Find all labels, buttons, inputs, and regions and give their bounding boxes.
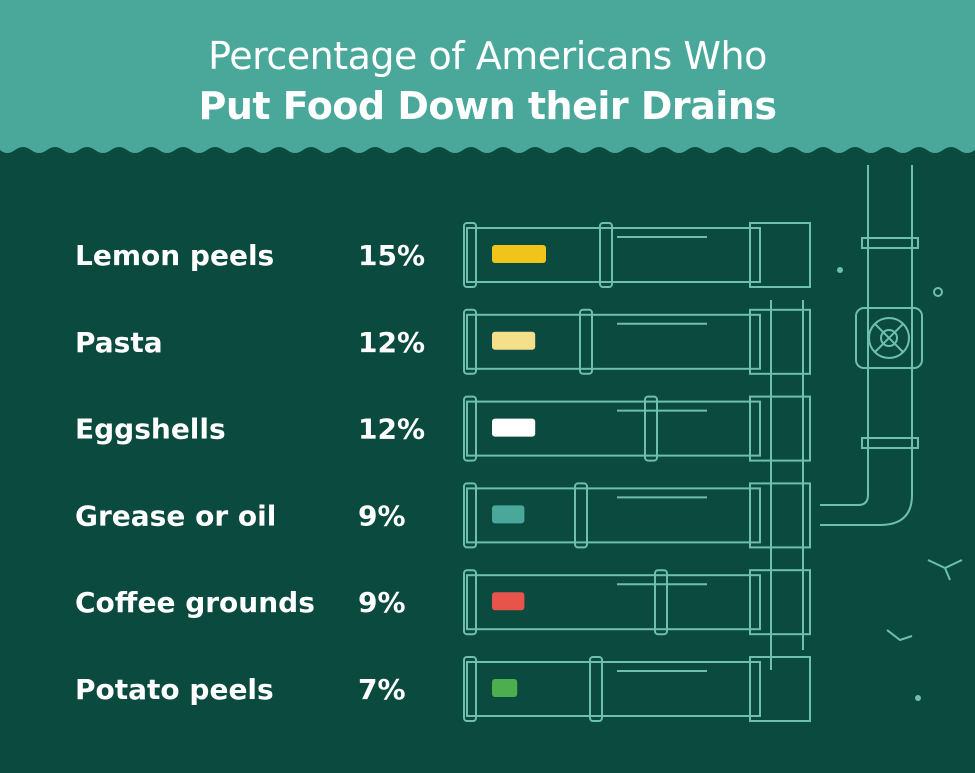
main-pipe <box>820 165 913 526</box>
pipe-joint <box>749 482 811 549</box>
bar <box>492 592 525 611</box>
category-label: Pasta <box>75 326 163 359</box>
pipe-collar <box>574 482 588 549</box>
bar <box>492 505 525 524</box>
category-label: Coffee grounds <box>75 586 315 619</box>
pipe-cap <box>463 308 477 375</box>
value-label: 9% <box>358 586 406 619</box>
pipe-joint <box>749 569 811 636</box>
bar <box>492 418 536 437</box>
bar <box>492 679 518 697</box>
pipe-collar <box>644 395 658 462</box>
cracks <box>886 559 963 642</box>
valve-wheel <box>868 317 910 359</box>
pipe <box>466 487 761 544</box>
bar <box>492 331 536 350</box>
connector-pipe <box>770 300 804 670</box>
pipe-cap <box>463 222 477 288</box>
pipe-joint <box>749 656 811 722</box>
pipe-collar <box>654 569 668 636</box>
value-labels: 15% 12% 12% 9% 9% 7% <box>358 239 425 706</box>
value-label: 12% <box>358 326 425 359</box>
category-labels: Lemon peels Pasta Eggshells Grease or oil Co… <box>75 239 315 706</box>
header-wave <box>0 0 975 153</box>
pipe-cap <box>463 395 477 462</box>
pipe-collar <box>599 222 613 288</box>
pipe-joint <box>749 395 811 462</box>
pipe <box>466 400 761 457</box>
pipe <box>466 313 761 370</box>
value-label: 7% <box>358 673 406 706</box>
pipe <box>466 661 761 717</box>
pipe-decorations <box>770 165 963 701</box>
pipe-collar <box>861 237 919 249</box>
pipe-cap <box>463 482 477 549</box>
bubble <box>915 695 921 701</box>
bar <box>492 245 546 263</box>
pipe-collar <box>589 656 603 722</box>
header-banner: Percentage of Americans Who Put Food Dow… <box>0 0 975 175</box>
valve-body <box>855 307 923 369</box>
bubble <box>837 267 843 273</box>
pipe-cap <box>463 569 477 636</box>
pipe-joint <box>749 308 811 375</box>
valve-spokes <box>874 323 904 353</box>
value-label: 12% <box>358 413 425 446</box>
bars <box>492 245 546 697</box>
title-line-1: Percentage of Americans Who <box>208 34 767 78</box>
pipe <box>466 227 761 283</box>
title-line-2: Put Food Down their Drains <box>198 84 777 128</box>
pipe-joint <box>749 222 811 288</box>
pipe-collar <box>861 437 919 449</box>
category-label: Lemon peels <box>75 239 274 272</box>
bubble <box>933 287 943 297</box>
category-label: Eggshells <box>75 413 226 446</box>
valve-hub <box>880 329 898 347</box>
value-label: 9% <box>358 499 406 532</box>
pipe-cap <box>463 656 477 722</box>
value-label: 15% <box>358 239 425 272</box>
category-label: Grease or oil <box>75 499 276 532</box>
pipes <box>463 222 811 722</box>
pipe <box>466 574 761 631</box>
pipe-collar <box>579 308 593 375</box>
category-label: Potato peels <box>75 673 274 706</box>
